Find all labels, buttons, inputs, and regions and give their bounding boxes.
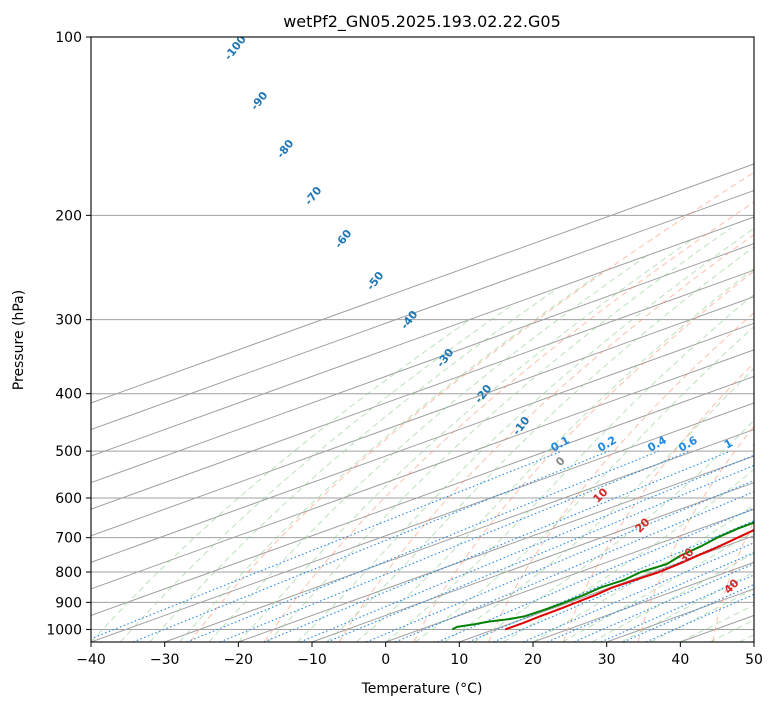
x-axis-label: Temperature (°C) [361, 681, 483, 697]
x-tick-label: 50 [745, 652, 763, 668]
x-tick-label: −40 [76, 652, 106, 668]
y-tick-label: 800 [55, 565, 82, 581]
x-tick-label: 10 [450, 652, 468, 668]
x-tick-label: 30 [598, 652, 616, 668]
chart-title: wetPf2_GN05.2025.193.02.22.G05 [283, 12, 561, 32]
y-tick-label: 1000 [46, 622, 82, 638]
x-tick-label: −20 [224, 652, 254, 668]
x-tick-label: 0 [381, 652, 390, 668]
x-tick-label: 20 [524, 652, 542, 668]
y-tick-label: 200 [55, 208, 82, 224]
y-axis-label: Pressure (hPa) [11, 290, 27, 390]
x-tick-label: −10 [297, 652, 327, 668]
y-tick-label: 300 [55, 313, 82, 329]
x-tick-label: −30 [150, 652, 180, 668]
y-tick-label: 400 [55, 387, 82, 403]
x-tick-label: 40 [671, 652, 689, 668]
y-tick-label: 600 [55, 491, 82, 507]
y-tick-label: 500 [55, 444, 82, 460]
y-tick-label: 900 [55, 595, 82, 611]
y-tick-label: 700 [55, 531, 82, 547]
y-tick-label: 100 [55, 30, 82, 46]
